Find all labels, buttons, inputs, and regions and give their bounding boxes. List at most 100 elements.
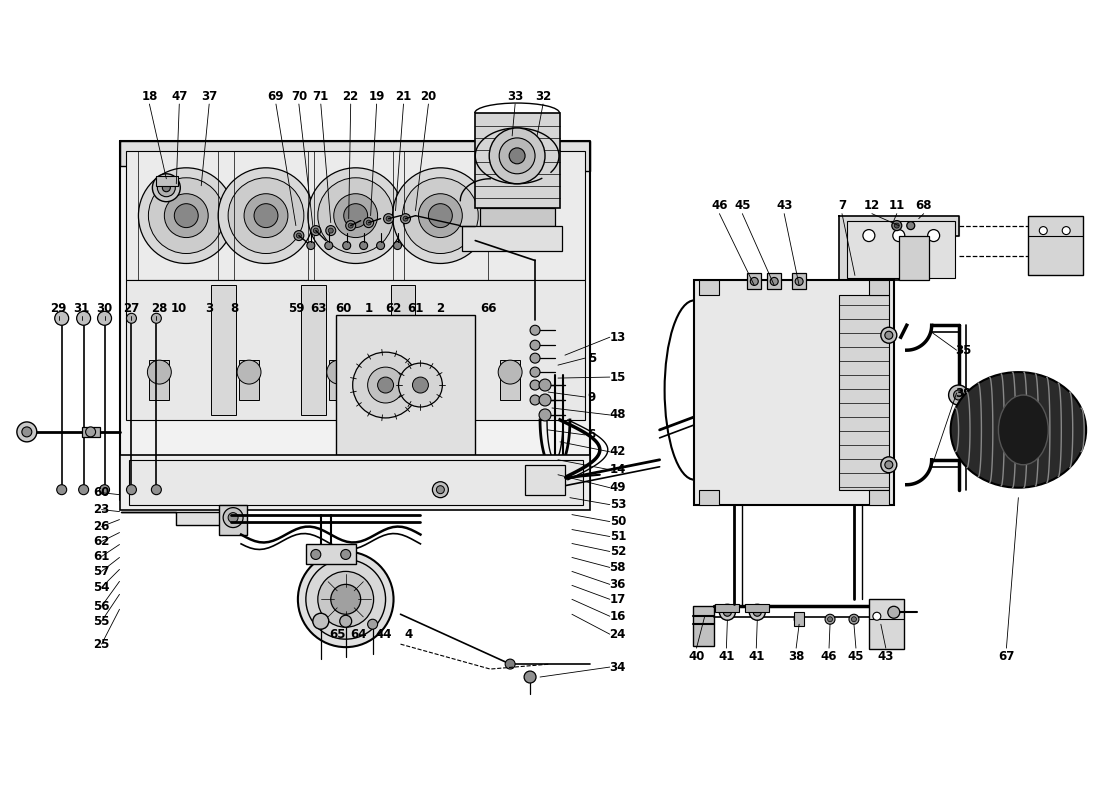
- Bar: [1028, 216, 1084, 275]
- Circle shape: [318, 571, 374, 627]
- Circle shape: [22, 427, 32, 437]
- Circle shape: [324, 242, 333, 250]
- Circle shape: [894, 223, 900, 228]
- Circle shape: [530, 340, 540, 350]
- Circle shape: [884, 331, 893, 339]
- Bar: [694, 281, 894, 505]
- Text: 24: 24: [609, 628, 626, 641]
- Text: 33: 33: [507, 90, 524, 102]
- Circle shape: [795, 278, 803, 286]
- Circle shape: [403, 216, 408, 221]
- Text: 51: 51: [609, 530, 626, 543]
- Text: 66: 66: [480, 302, 496, 315]
- Circle shape: [888, 606, 900, 618]
- Text: 2: 2: [437, 302, 444, 315]
- Circle shape: [55, 311, 68, 326]
- Bar: [693, 606, 714, 646]
- Bar: [126, 151, 585, 281]
- Circle shape: [98, 311, 111, 326]
- Bar: [462, 226, 562, 250]
- Circle shape: [524, 671, 536, 683]
- Circle shape: [754, 608, 761, 616]
- Circle shape: [163, 184, 170, 192]
- Circle shape: [851, 617, 857, 622]
- Bar: [475, 113, 560, 208]
- Bar: [869, 599, 904, 649]
- Circle shape: [412, 377, 428, 393]
- Circle shape: [228, 513, 238, 522]
- Circle shape: [498, 360, 522, 384]
- Circle shape: [57, 485, 67, 494]
- Circle shape: [906, 222, 915, 230]
- Text: 41: 41: [718, 650, 735, 662]
- Bar: [869, 281, 889, 295]
- Bar: [839, 295, 889, 490]
- Circle shape: [314, 228, 318, 233]
- Text: 39: 39: [956, 386, 971, 399]
- Bar: [481, 208, 556, 226]
- Bar: [747, 274, 761, 290]
- Text: 44: 44: [375, 628, 392, 641]
- Polygon shape: [120, 141, 590, 170]
- Circle shape: [749, 604, 766, 620]
- Circle shape: [152, 314, 162, 323]
- Text: 12: 12: [864, 199, 880, 212]
- Circle shape: [505, 659, 515, 669]
- Circle shape: [238, 360, 261, 384]
- Bar: [126, 281, 585, 420]
- Text: 65: 65: [330, 628, 346, 641]
- Circle shape: [100, 485, 110, 494]
- Text: 58: 58: [609, 561, 626, 574]
- Text: 8: 8: [230, 302, 239, 315]
- Polygon shape: [839, 216, 958, 281]
- Text: 60: 60: [336, 302, 352, 315]
- Text: 71: 71: [312, 90, 329, 102]
- Circle shape: [770, 278, 778, 286]
- Text: 13: 13: [609, 330, 626, 344]
- Circle shape: [881, 457, 896, 473]
- Circle shape: [296, 233, 301, 238]
- Circle shape: [954, 390, 964, 400]
- Text: 11: 11: [889, 199, 905, 212]
- Circle shape: [318, 178, 394, 254]
- Circle shape: [157, 178, 175, 197]
- Bar: [418, 360, 439, 400]
- Circle shape: [343, 242, 351, 250]
- Bar: [390, 286, 416, 415]
- Text: 42: 42: [609, 446, 626, 458]
- Text: 61: 61: [407, 302, 424, 315]
- Text: 40: 40: [689, 650, 705, 662]
- Circle shape: [437, 486, 444, 494]
- Circle shape: [218, 168, 314, 263]
- Bar: [336, 315, 475, 455]
- Circle shape: [892, 221, 902, 230]
- Circle shape: [16, 422, 36, 442]
- Text: 20: 20: [420, 90, 437, 102]
- Bar: [869, 490, 889, 505]
- Text: 57: 57: [94, 565, 110, 578]
- Text: 9: 9: [587, 390, 596, 403]
- Ellipse shape: [999, 395, 1048, 465]
- Circle shape: [432, 482, 449, 498]
- Circle shape: [1063, 226, 1070, 234]
- Circle shape: [530, 353, 540, 363]
- Circle shape: [333, 194, 377, 238]
- Circle shape: [499, 138, 535, 174]
- Ellipse shape: [950, 372, 1086, 488]
- Bar: [792, 274, 806, 290]
- Circle shape: [294, 230, 304, 241]
- Bar: [500, 360, 520, 400]
- Text: 67: 67: [998, 650, 1014, 662]
- Circle shape: [879, 617, 883, 622]
- Circle shape: [539, 409, 551, 421]
- Circle shape: [367, 619, 377, 630]
- Circle shape: [244, 194, 288, 238]
- Text: 28: 28: [151, 302, 167, 315]
- Bar: [130, 460, 583, 505]
- Circle shape: [724, 608, 732, 616]
- Text: 70: 70: [290, 90, 307, 102]
- Circle shape: [876, 614, 886, 624]
- Circle shape: [394, 242, 402, 250]
- Bar: [239, 360, 258, 400]
- Text: 50: 50: [609, 515, 626, 528]
